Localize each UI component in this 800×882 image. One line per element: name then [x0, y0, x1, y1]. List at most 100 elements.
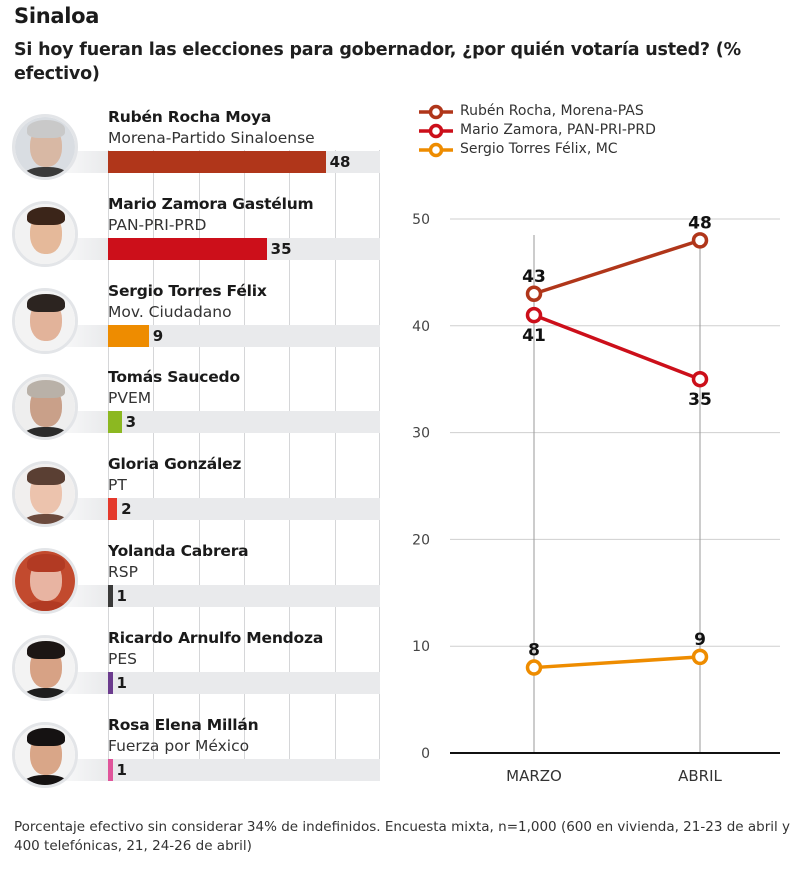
bar-gridline: [379, 150, 380, 780]
bar-gridline: [108, 150, 109, 780]
photo-hair: [27, 206, 65, 225]
line-chart-svg: 0 10 20 30 40 50 MARZO ABRIL 43 48 41 35 8 9: [412, 212, 780, 785]
data-label: 8: [528, 641, 540, 661]
bar: [108, 498, 118, 521]
data-point: [691, 232, 709, 249]
candidate-row: Ricardo Arnulfo Mendoza PES 1: [0, 629, 390, 716]
data-point: [691, 370, 709, 388]
candidate-photo-icon: [12, 721, 78, 788]
y-tick-label: 40: [412, 319, 430, 335]
data-point: [525, 306, 543, 324]
x-tick-label: MARZO: [506, 767, 562, 785]
photo-shoulders: [19, 253, 73, 264]
photo-hair: [27, 640, 65, 659]
legend-line-marker-icon: [419, 104, 453, 120]
data-label: 43: [522, 267, 546, 287]
photo-hair: [27, 293, 65, 312]
data-label: 35: [688, 390, 712, 410]
candidate-row: Sergio Torres Félix Mov. Ciudadano 9: [0, 282, 390, 369]
candidate-name: Rubén Rocha Moya: [108, 108, 272, 126]
y-tick-label: 20: [412, 532, 430, 548]
bar-value-label: 9: [152, 326, 164, 345]
bar-track: [108, 324, 380, 347]
data-point: [525, 659, 543, 676]
bar-track: [108, 411, 380, 434]
candidate-party: PVEM: [108, 389, 152, 408]
bar-gridline: [153, 150, 155, 780]
candidate-name: Ricardo Arnulfo Mendoza: [108, 628, 324, 647]
trend-line-chart: Rubén Rocha, Morena-PAS Mario Zamora, PAN…: [400, 95, 800, 800]
photo-shoulders: [19, 427, 73, 438]
photo-hair: [27, 727, 65, 746]
bar-value-label: 2: [121, 500, 132, 519]
y-tick-label: 10: [412, 639, 430, 655]
photo-hair: [27, 120, 65, 138]
candidate-party: Mov. Ciudadano: [108, 302, 232, 321]
bar-value-label: 48: [329, 153, 351, 171]
legend-label: Rubén Rocha, Morena-PAS: [460, 103, 644, 119]
photo-shoulders: [19, 340, 73, 351]
candidate-name: Yolanda Cabrera: [108, 542, 249, 560]
bar-track: [108, 758, 380, 781]
candidate-photo-icon: [12, 634, 78, 701]
bar-track: [108, 585, 380, 607]
bar-value-label: 1: [116, 587, 127, 605]
y-tick-label: 50: [412, 212, 430, 228]
candidate-photo-icon: [12, 287, 78, 354]
photo-shoulders: [19, 774, 73, 785]
bar-value-label: 3: [125, 413, 137, 432]
candidate-bar-chart: Rubén Rocha Moya Morena-Partido Sinaloens…: [0, 0, 400, 800]
page-title: Sinaloa: [14, 4, 100, 28]
candidate-row: Gloria González PT 2: [0, 455, 390, 542]
bar-gridline: [334, 150, 336, 780]
data-label: 41: [522, 326, 546, 346]
chart-subtitle: Si hoy fueran las elecciones para gobern…: [14, 40, 741, 84]
legend-label: Mario Zamora, PAN-PRI-PRD: [460, 122, 656, 138]
legend-line-marker-icon: [419, 142, 453, 158]
candidate-name: Rosa Elena Millán: [108, 715, 259, 734]
candidate-row: Mario Zamora Gastélum PAN-PRI-PRD 35: [0, 195, 390, 282]
candidate-photo-icon: [12, 200, 78, 267]
bar-track: [108, 498, 380, 521]
candidate-name: Mario Zamora Gastélum: [108, 194, 314, 213]
candidate-party: Fuerza por México: [108, 736, 250, 755]
candidate-party: Morena-Partido Sinaloense: [108, 129, 315, 147]
x-tick-label: ABRIL: [678, 767, 722, 785]
bar: [108, 671, 113, 694]
photo-hair: [27, 380, 65, 399]
bar: [108, 411, 122, 434]
candidate-row: Yolanda Cabrera RSP 1: [0, 542, 390, 629]
candidate-party: PAN-PRI-PRD: [108, 215, 207, 234]
candidate-party: PT: [108, 476, 127, 495]
photo-shoulders: [19, 687, 73, 698]
bar-value-label: 1: [116, 760, 127, 779]
series-line: [533, 313, 701, 381]
bar: [108, 237, 267, 260]
data-point: [691, 648, 709, 666]
candidate-party: PES: [108, 649, 137, 668]
bar-value-label: 35: [270, 239, 292, 258]
bar-value-label: 1: [116, 673, 127, 692]
candidate-photo-icon: [12, 374, 78, 441]
bar-gridline: [244, 150, 245, 780]
y-tick-label: 30: [412, 426, 430, 442]
data-label: 48: [688, 213, 712, 233]
legend-label: Sergio Torres Félix, MC: [460, 141, 618, 157]
candidate-row: Rosa Elena Millán Fuerza por México 1: [0, 716, 390, 803]
candidate-name: Sergio Torres Félix: [108, 281, 267, 300]
candidate-name: Gloria González: [108, 455, 242, 474]
candidate-name: Tomás Saucedo: [108, 368, 240, 387]
photo-shoulders: [19, 514, 73, 525]
candidate-photo-icon: [12, 548, 78, 614]
bar: [108, 585, 113, 607]
footnote: Porcentaje efectivo sin considerar 34% d…: [14, 819, 791, 854]
candidate-row: Tomás Saucedo PVEM 3: [0, 368, 390, 455]
bar: [108, 758, 113, 781]
legend-line-marker-icon: [419, 123, 453, 139]
candidate-party: RSP: [108, 563, 138, 581]
bar-gridline: [289, 150, 291, 780]
photo-shoulders: [19, 167, 73, 177]
bar: [108, 324, 149, 347]
photo-hair: [27, 554, 65, 572]
bar: [108, 151, 326, 173]
